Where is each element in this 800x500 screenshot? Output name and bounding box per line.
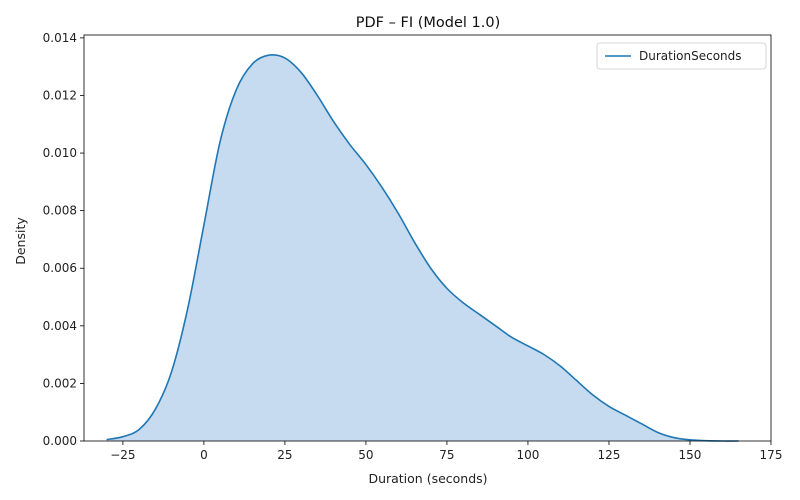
density-area-0 [106,54,739,442]
axes-frame [83,34,772,442]
chart-title: PDF – FI (Model 1.0) [356,15,500,31]
x-tick-label: 75 [439,448,454,462]
y-tick-label: 0.004 [43,319,77,333]
x-tick-label: 100 [517,448,540,462]
x-tick-label: 25 [277,448,292,462]
x-tick-label: 175 [760,448,783,462]
x-tick-label: −25 [110,448,135,462]
density-line-0 [106,54,739,442]
legend-label: DurationSeconds [639,49,742,63]
y-tick-label: 0.002 [43,376,77,390]
x-tick-label: 50 [358,448,373,462]
legend: DurationSeconds [596,42,767,70]
legend-box [596,42,767,70]
y-tick-label: 0.010 [43,146,77,160]
plot-area: −25 0 25 50 75 100 125 150 175 0.000 0.002 0.004 0.0… [43,31,783,462]
x-axis-label: Duration (seconds) [368,471,487,486]
y-axis-label: Density [13,217,28,265]
x-tick-label: 125 [598,448,621,462]
y-tick-label: 0.014 [43,31,77,45]
y-tick-label: 0.008 [43,204,77,218]
y-tick-label: 0.006 [43,261,77,275]
x-tick-label: 0 [200,448,208,462]
x-tick-label: 150 [679,448,702,462]
y-tick-label: 0.012 [43,88,77,102]
y-tick-label: 0.000 [43,434,77,448]
